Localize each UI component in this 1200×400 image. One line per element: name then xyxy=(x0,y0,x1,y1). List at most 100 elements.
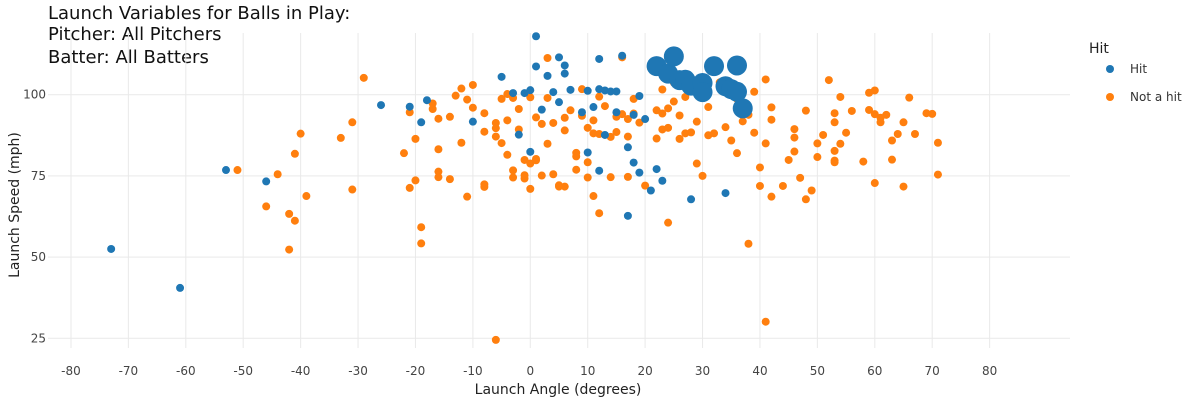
data-point-hit[interactable] xyxy=(560,69,569,78)
data-point-not-a-hit[interactable] xyxy=(583,158,592,167)
legend-label-not-a-hit[interactable]: Not a hit xyxy=(1130,90,1182,104)
data-point-hit[interactable] xyxy=(514,130,523,139)
data-point-not-a-hit[interactable] xyxy=(623,172,632,181)
data-point-not-a-hit[interactable] xyxy=(537,119,546,128)
data-point-hit[interactable] xyxy=(595,54,604,63)
data-point-not-a-hit[interactable] xyxy=(543,54,552,63)
data-point-not-a-hit[interactable] xyxy=(497,94,506,103)
data-point-not-a-hit[interactable] xyxy=(836,92,845,101)
data-point-not-a-hit[interactable] xyxy=(572,165,581,174)
data-point-hit[interactable] xyxy=(566,85,575,94)
data-point-not-a-hit[interactable] xyxy=(555,182,563,191)
data-point-not-a-hit[interactable] xyxy=(801,106,810,115)
data-point-not-a-hit[interactable] xyxy=(428,104,437,113)
data-point-not-a-hit[interactable] xyxy=(750,128,759,137)
data-point-not-a-hit[interactable] xyxy=(767,103,776,112)
data-point-not-a-hit[interactable] xyxy=(457,138,466,147)
data-point-not-a-hit[interactable] xyxy=(675,111,684,120)
data-point-hit[interactable] xyxy=(629,158,638,167)
data-point-not-a-hit[interactable] xyxy=(790,147,799,156)
data-point-not-a-hit[interactable] xyxy=(738,117,747,126)
data-point-not-a-hit[interactable] xyxy=(819,130,828,139)
data-point-not-a-hit[interactable] xyxy=(606,173,615,182)
data-point-hit[interactable] xyxy=(107,244,116,253)
data-point-hit[interactable] xyxy=(532,32,541,41)
data-point-hit-large[interactable] xyxy=(704,56,725,77)
data-point-not-a-hit[interactable] xyxy=(273,170,282,179)
data-point-hit[interactable] xyxy=(577,108,586,117)
data-point-not-a-hit[interactable] xyxy=(296,129,305,138)
data-point-not-a-hit[interactable] xyxy=(290,149,299,158)
data-point-not-a-hit[interactable] xyxy=(910,129,919,138)
data-point-not-a-hit[interactable] xyxy=(560,182,569,191)
data-point-not-a-hit[interactable] xyxy=(411,176,420,185)
data-point-not-a-hit[interactable] xyxy=(480,182,489,191)
data-point-hit[interactable] xyxy=(497,72,506,81)
data-point-not-a-hit[interactable] xyxy=(348,118,357,127)
data-point-hit[interactable] xyxy=(623,143,632,152)
data-point-hit[interactable] xyxy=(658,176,667,185)
data-point-hit-large[interactable] xyxy=(726,81,747,102)
data-point-not-a-hit[interactable] xyxy=(560,113,569,122)
data-point-not-a-hit[interactable] xyxy=(778,181,787,190)
data-point-hit[interactable] xyxy=(612,87,621,96)
data-point-hit[interactable] xyxy=(560,61,569,70)
data-point-not-a-hit[interactable] xyxy=(434,114,443,123)
data-point-not-a-hit[interactable] xyxy=(509,166,518,175)
data-point-not-a-hit[interactable] xyxy=(543,139,552,148)
data-point-hit[interactable] xyxy=(600,130,609,139)
data-point-not-a-hit[interactable] xyxy=(549,118,558,127)
data-point-not-a-hit[interactable] xyxy=(750,87,759,96)
data-point-not-a-hit[interactable] xyxy=(583,123,592,132)
data-point-not-a-hit[interactable] xyxy=(595,92,604,101)
data-point-not-a-hit[interactable] xyxy=(865,105,874,114)
data-point-not-a-hit[interactable] xyxy=(491,335,500,344)
data-point-not-a-hit[interactable] xyxy=(669,97,678,106)
data-point-not-a-hit[interactable] xyxy=(641,181,650,190)
data-point-hit[interactable] xyxy=(377,101,386,110)
data-point-hit[interactable] xyxy=(549,88,558,97)
data-point-not-a-hit[interactable] xyxy=(434,173,443,182)
data-point-not-a-hit[interactable] xyxy=(761,317,770,326)
data-point-not-a-hit[interactable] xyxy=(801,195,810,204)
data-point-not-a-hit[interactable] xyxy=(589,116,598,125)
data-point-hit[interactable] xyxy=(176,283,185,292)
data-point-not-a-hit[interactable] xyxy=(302,192,311,201)
data-point-not-a-hit[interactable] xyxy=(560,126,569,135)
data-point-not-a-hit[interactable] xyxy=(451,91,460,100)
data-point-not-a-hit[interactable] xyxy=(463,95,472,104)
data-point-not-a-hit[interactable] xyxy=(675,134,684,143)
data-point-not-a-hit[interactable] xyxy=(233,166,242,175)
data-point-not-a-hit[interactable] xyxy=(830,158,839,167)
data-point-not-a-hit[interactable] xyxy=(664,104,673,113)
data-point-hit[interactable] xyxy=(555,53,563,62)
data-point-not-a-hit[interactable] xyxy=(905,93,914,102)
data-point-not-a-hit[interactable] xyxy=(445,175,454,184)
data-point-hit[interactable] xyxy=(618,51,627,60)
data-point-not-a-hit[interactable] xyxy=(790,133,799,142)
data-point-not-a-hit[interactable] xyxy=(612,128,621,137)
data-point-hit[interactable] xyxy=(629,110,638,119)
data-point-not-a-hit[interactable] xyxy=(899,182,908,191)
data-point-not-a-hit[interactable] xyxy=(290,216,299,225)
data-point-not-a-hit[interactable] xyxy=(870,179,879,188)
data-point-not-a-hit[interactable] xyxy=(842,128,851,137)
data-point-hit[interactable] xyxy=(652,165,661,174)
data-point-not-a-hit[interactable] xyxy=(549,170,558,179)
data-point-hit[interactable] xyxy=(687,195,696,204)
data-point-not-a-hit[interactable] xyxy=(572,152,581,161)
data-point-not-a-hit[interactable] xyxy=(893,129,902,138)
data-point-hit[interactable] xyxy=(221,166,230,175)
data-point-hit[interactable] xyxy=(635,92,644,100)
data-point-hit[interactable] xyxy=(721,189,730,198)
data-point-not-a-hit[interactable] xyxy=(468,103,477,112)
data-point-not-a-hit[interactable] xyxy=(658,85,667,94)
data-point-not-a-hit[interactable] xyxy=(520,174,529,183)
data-point-not-a-hit[interactable] xyxy=(933,170,942,179)
data-point-not-a-hit[interactable] xyxy=(623,132,632,141)
data-point-not-a-hit[interactable] xyxy=(933,138,942,147)
data-point-not-a-hit[interactable] xyxy=(813,139,822,148)
data-point-not-a-hit[interactable] xyxy=(417,223,426,232)
data-point-hit[interactable] xyxy=(583,148,592,157)
data-point-not-a-hit[interactable] xyxy=(847,106,856,115)
